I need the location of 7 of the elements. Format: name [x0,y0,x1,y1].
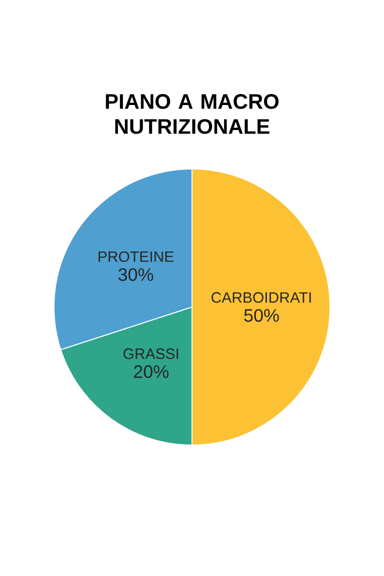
data-label: 30% [118,268,154,281]
data-label: 20% [134,365,169,378]
slice-label: PROTEINE [98,251,174,262]
data-label: 50% [244,309,279,322]
slice-label: CARBOIDRATI [212,292,311,303]
slice-label: GRASSI [124,348,178,360]
chart-title: PIANO A MACRO NUTRIZIONALE [106,94,279,134]
